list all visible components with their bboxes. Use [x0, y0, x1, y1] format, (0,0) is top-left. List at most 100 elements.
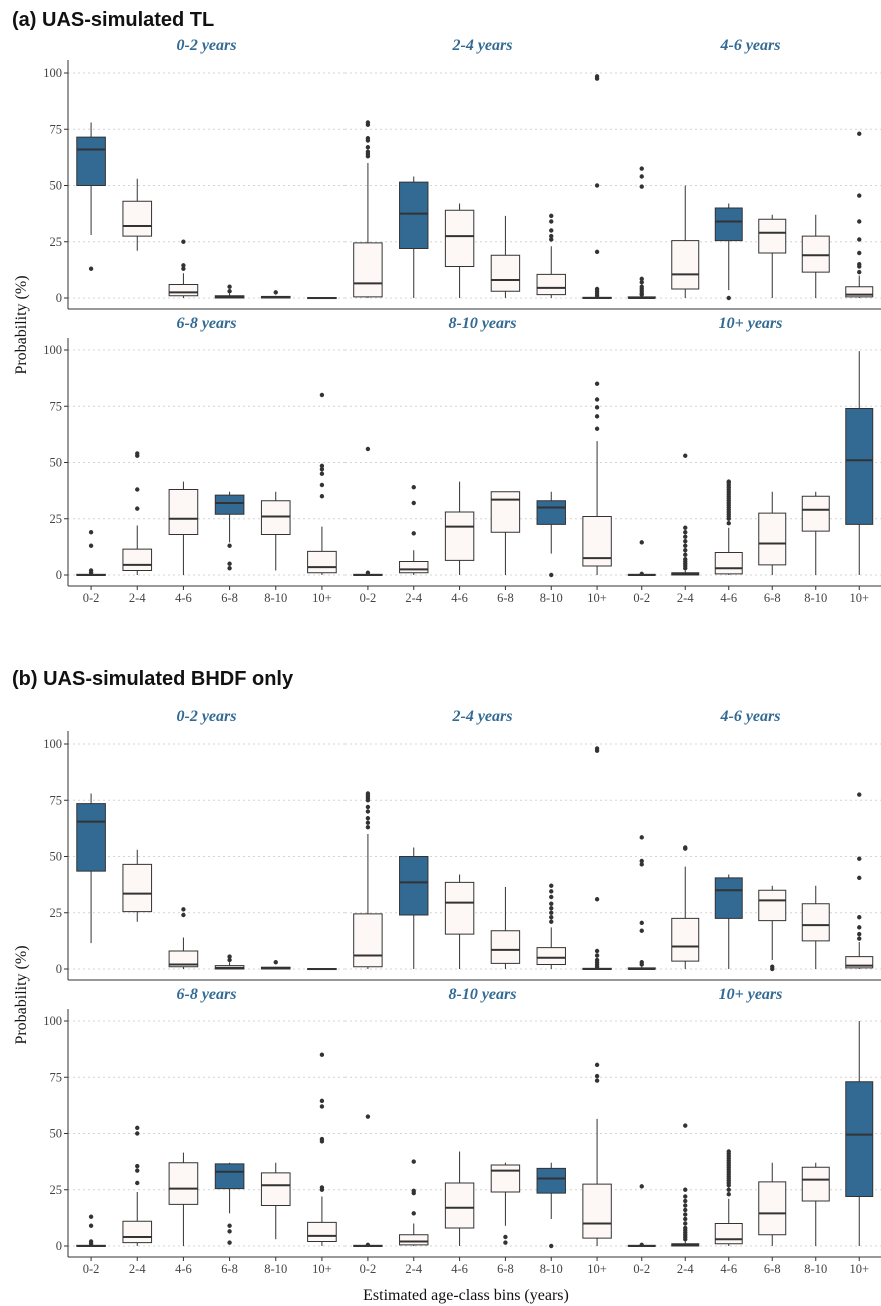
box-0-2: [76, 122, 106, 271]
outlier-point: [594, 746, 600, 751]
outlier-point: [639, 862, 644, 867]
outlier-point: [319, 1104, 325, 1109]
y-tick-label: 0: [56, 291, 62, 305]
x-tick-label: 4-6: [175, 1262, 192, 1276]
box-2-4: [399, 485, 429, 575]
outlier-point: [549, 572, 554, 578]
box-body: [490, 254, 521, 292]
box-body: [490, 1164, 521, 1193]
outlier-point: [319, 482, 325, 488]
x-tick-label: 8-10: [264, 591, 287, 605]
x-tick-label: 6-8: [221, 591, 238, 605]
outlier-point: [857, 856, 862, 861]
box-body: [260, 1172, 291, 1206]
box-8-10: [536, 491, 566, 578]
facet-panel: 0-2 years 0 25 50 75 100: [43, 37, 345, 310]
box-4-6: [168, 481, 199, 575]
facet-title: 2-4 years: [452, 37, 513, 54]
outlier-point: [88, 530, 94, 535]
box-6-8: [758, 1162, 787, 1246]
outlier-point: [639, 920, 644, 926]
outlier-point: [639, 284, 644, 289]
y-tick-label: 100: [43, 343, 62, 357]
outlier-point: [594, 957, 600, 963]
y-tick-label: 100: [43, 737, 62, 751]
box-2-4: [122, 1125, 153, 1246]
outlier-point: [857, 250, 862, 256]
outlier-point: [857, 219, 862, 224]
outlier-point: [135, 487, 140, 492]
box-body: [845, 286, 874, 298]
outlier-point: [135, 506, 140, 511]
outlier-point: [594, 183, 600, 188]
outlier-point: [365, 816, 371, 821]
box-2-4: [671, 185, 700, 298]
box-10+: [582, 1062, 612, 1246]
y-tick-label: 50: [50, 179, 63, 193]
box-4-6: [168, 1152, 199, 1246]
box-body: [399, 856, 429, 916]
box-2-4: [122, 178, 153, 251]
box-body: [758, 218, 787, 254]
x-tick-label: 4-6: [451, 1262, 468, 1276]
outlier-point: [683, 1123, 688, 1128]
box-10+: [845, 351, 874, 575]
outlier-point: [135, 1131, 140, 1136]
outlier-point: [227, 1229, 232, 1234]
box-4-6: [714, 1149, 743, 1246]
box-2-4: [399, 847, 429, 969]
outlier-point: [88, 568, 94, 573]
box-2-4: [399, 1159, 429, 1246]
outlier-point: [683, 1216, 688, 1222]
x-tick-label: 0-2: [633, 591, 650, 605]
box-body: [758, 1181, 787, 1236]
x-tick-label: 6-8: [764, 591, 781, 605]
box-body: [353, 913, 383, 968]
y-tick-label: 100: [43, 66, 62, 80]
outlier-point: [683, 1212, 688, 1217]
box-body: [671, 917, 700, 962]
outlier-point: [726, 521, 731, 526]
box-6-8: [490, 215, 521, 298]
box-body: [845, 1081, 874, 1197]
facet-title: 6-8 years: [177, 315, 237, 332]
facet-panel: 4-6 years: [620, 37, 881, 310]
outlier-point: [857, 792, 862, 797]
outlier-point: [319, 1136, 325, 1142]
box-body: [214, 1163, 245, 1190]
box-body: [307, 550, 337, 574]
box-4-6: [714, 874, 743, 969]
outlier-point: [639, 1184, 644, 1189]
outlier-point: [88, 1239, 94, 1244]
outlier-point: [365, 570, 371, 575]
facet-panel: 2-4 years: [345, 37, 620, 310]
outlier-point: [181, 912, 186, 918]
outlier-point: [594, 1078, 600, 1083]
box-body: [490, 491, 521, 533]
panel-b-title: (b) UAS-simulated BHDF only: [12, 668, 294, 690]
outlier-point: [319, 471, 325, 476]
x-tick-label: 6-8: [221, 1262, 238, 1276]
x-axis-title: Estimated age-class bins (years): [363, 1287, 569, 1304]
outlier-point: [365, 804, 371, 810]
box-body: [444, 511, 475, 561]
outlier-point: [639, 276, 644, 282]
box-body: [845, 408, 874, 525]
box-body: [122, 200, 153, 237]
x-tick-label: 8-10: [264, 1262, 287, 1276]
y-axis-title-a: Probability (%): [13, 275, 30, 374]
box-body: [122, 863, 153, 913]
outlier-point: [549, 228, 554, 233]
box-body: [801, 235, 830, 273]
outlier-point: [639, 184, 644, 189]
outlier-point: [411, 1159, 416, 1164]
box-0-2: [627, 166, 656, 299]
outlier-point: [319, 467, 325, 472]
outlier-point: [411, 1188, 416, 1194]
facet-title: 2-4 years: [452, 708, 513, 725]
x-tick-label: 0-2: [360, 591, 377, 605]
outlier-point: [594, 426, 600, 431]
outlier-point: [365, 1242, 371, 1248]
box-body: [353, 242, 383, 298]
